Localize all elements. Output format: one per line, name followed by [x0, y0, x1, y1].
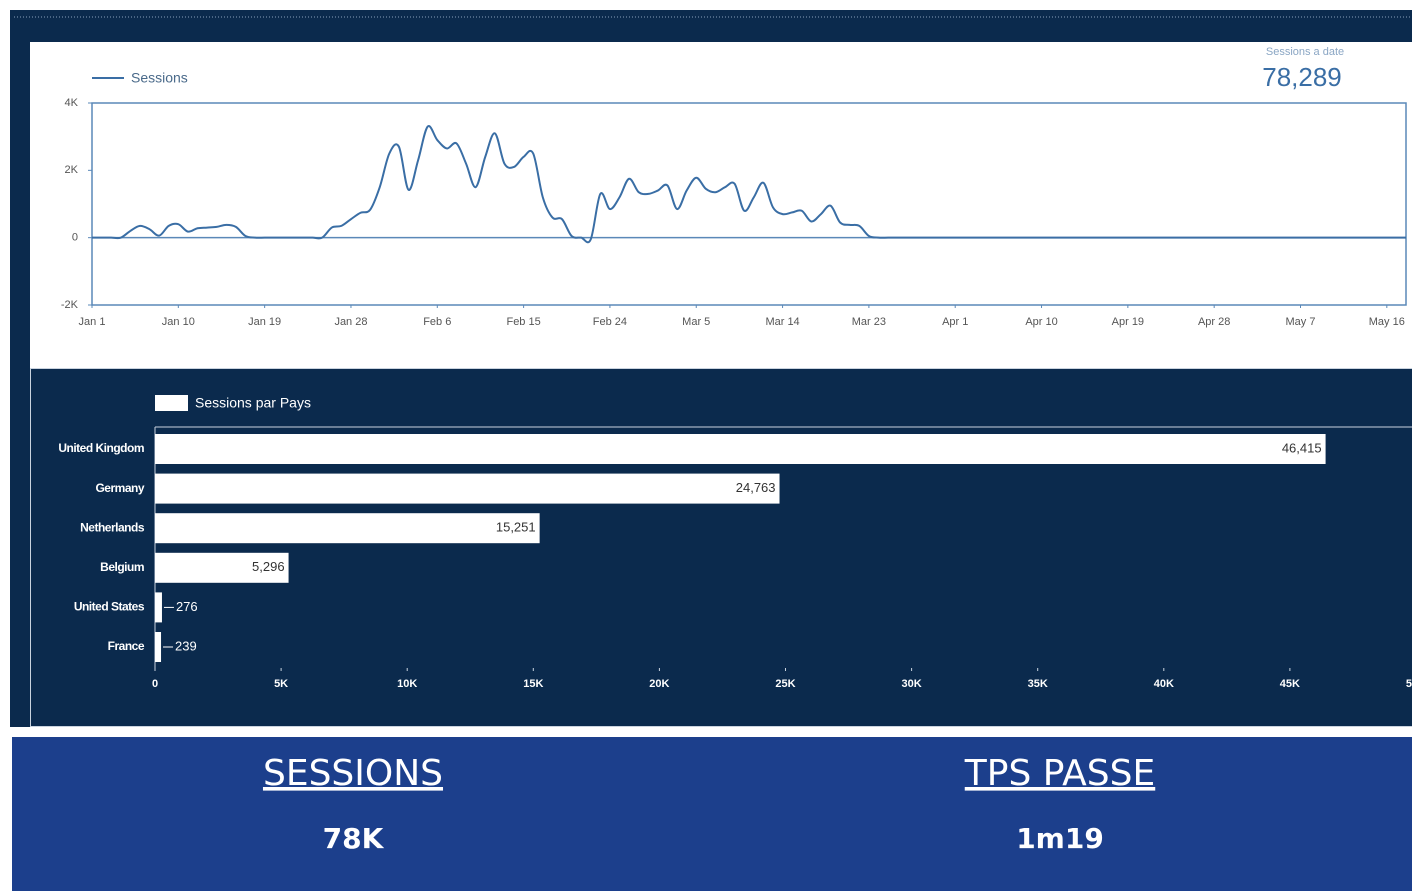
x-tick-label: Feb 24: [593, 316, 627, 328]
x-tick-label: 15K: [523, 678, 543, 690]
plot-frame: [91, 102, 1407, 306]
bar: [155, 434, 1326, 464]
kpi-value: 78K: [323, 822, 385, 855]
x-tick-label: Jan 28: [334, 316, 367, 328]
x-tick-label: Jan 10: [162, 316, 195, 328]
bar: [155, 473, 780, 504]
kpi-label: TPS PASSE: [964, 753, 1155, 794]
line-series: [91, 125, 1406, 244]
x-tick-label: 10K: [397, 678, 417, 690]
x-tick-label: 45K: [1280, 678, 1300, 690]
y-tick-label: -2K: [61, 299, 79, 311]
x-tick-label: Apr 1: [942, 316, 968, 328]
x-tick-label: 0: [152, 678, 158, 690]
x-tick-label: 20K: [649, 678, 669, 690]
bar-panel: [30, 368, 1412, 727]
y-tick-label: 2K: [65, 164, 79, 176]
x-tick-label: Jan 1: [79, 316, 106, 328]
x-tick-label: Apr 19: [1112, 316, 1144, 328]
value-label: 46,415: [1282, 440, 1322, 455]
x-tick-label: 40K: [1154, 678, 1174, 690]
category-label: United Kingdom: [58, 441, 144, 455]
x-tick-label: Feb 15: [506, 316, 540, 328]
x-tick-label: Jan 19: [248, 316, 281, 328]
bar: [155, 592, 162, 623]
scorecard-label: Sessions a date: [1266, 46, 1344, 58]
category-label: France: [108, 639, 145, 653]
x-tick-label: Apr 10: [1025, 316, 1057, 328]
y-tick-label: 4K: [65, 97, 79, 109]
category-label: Germany: [95, 481, 144, 495]
x-tick-label: Feb 6: [423, 316, 451, 328]
kpi-band: [12, 737, 1412, 891]
x-tick-label: 50K: [1406, 678, 1412, 690]
category-label: Belgium: [100, 560, 144, 574]
line-panel: [30, 42, 1412, 368]
bar: [155, 552, 289, 583]
category-label: United States: [74, 600, 145, 614]
value-label: 239: [175, 638, 197, 653]
value-label: 5,296: [252, 559, 285, 574]
bar: [155, 513, 540, 544]
legend-label: Sessions: [131, 70, 188, 86]
scorecard-value: 78,289: [1262, 62, 1342, 92]
x-tick-label: Apr 28: [1198, 316, 1230, 328]
value-label: 24,763: [736, 480, 776, 495]
category-label: Netherlands: [80, 520, 145, 534]
y-tick-label: 0: [72, 232, 78, 244]
x-tick-label: May 16: [1369, 316, 1405, 328]
x-tick-label: May 7: [1286, 316, 1316, 328]
value-label: 276: [176, 599, 198, 614]
legend-swatch: [155, 395, 188, 411]
legend-label: Sessions par Pays: [195, 395, 311, 411]
x-tick-label: 25K: [775, 678, 795, 690]
x-tick-label: 35K: [1028, 678, 1048, 690]
x-tick-label: Mar 23: [852, 316, 886, 328]
x-tick-label: Mar 5: [682, 316, 710, 328]
x-tick-label: 30K: [902, 678, 922, 690]
bar: [155, 632, 162, 662]
x-tick-label: 5K: [274, 678, 288, 690]
value-label: 15,251: [496, 520, 536, 535]
kpi-label: SESSIONS: [263, 753, 443, 794]
x-tick-label: Mar 14: [765, 316, 799, 328]
kpi-value: 1m19: [1016, 822, 1104, 855]
